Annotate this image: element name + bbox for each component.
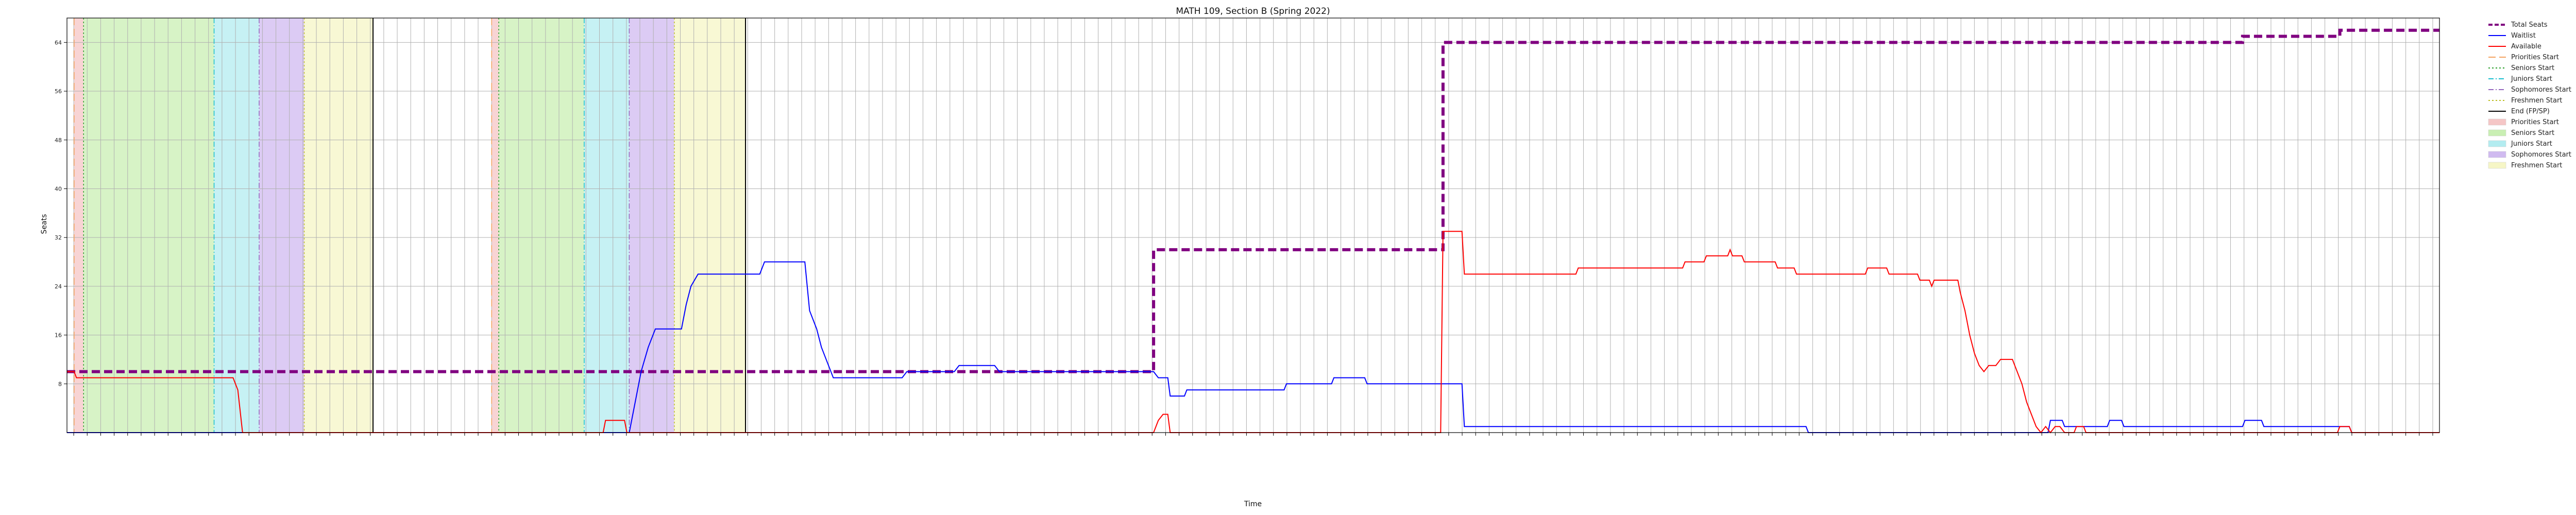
legend-swatch-13: [2488, 162, 2506, 169]
legend-label-4: Seniors Start: [2511, 64, 2554, 72]
x-axis-ticks: [73, 433, 2433, 436]
shaded-region-2-1: [584, 18, 630, 433]
chart-title: MATH 109, Section B (Spring 2022): [1176, 6, 1330, 16]
y-tick-label-4: 40: [55, 185, 62, 192]
legend-label-8: End (FP/SP): [2511, 108, 2550, 115]
shaded-region-1-1: [499, 18, 584, 433]
plot-border: [66, 18, 2440, 433]
legend-label-12: Sophomores Start: [2511, 151, 2571, 159]
y-axis-label: Seats: [40, 214, 48, 234]
series-line-waitlist: [67, 261, 2439, 433]
legend-swatch-10: [2488, 129, 2506, 136]
legend-label-10: Seniors Start: [2511, 129, 2554, 137]
y-tick-label-0: 8: [58, 381, 62, 387]
y-axis-ticks: 8 16 24 32 40 48 56 64: [55, 39, 67, 387]
legend-swatch-11: [2488, 140, 2506, 147]
legend-label-9: Priorities Start: [2511, 118, 2559, 126]
y-tick-label-7: 64: [55, 39, 62, 46]
x-axis-label: Time: [1244, 500, 1262, 508]
shaded-region-2-0: [214, 18, 260, 433]
legend-label-2: Available: [2511, 43, 2541, 50]
phase-vertical-lines: [74, 18, 747, 433]
legend-label-13: Freshmen Start: [2511, 162, 2562, 169]
plot-frame: [66, 18, 2440, 433]
data-series: [67, 28, 2439, 434]
shaded-region-0-0: [74, 18, 84, 433]
shaded-region-1-0: [83, 18, 214, 433]
shaded-region-4-1: [674, 18, 746, 433]
plot-area: [67, 18, 2439, 433]
legend-label-7: Freshmen Start: [2511, 97, 2562, 105]
legend-swatch-9: [2488, 118, 2506, 126]
phase-shaded-regions: [74, 18, 746, 433]
series-line-total-seats: [67, 28, 2439, 373]
legend-label-11: Juniors Start: [2511, 140, 2552, 148]
shaded-region-0-1: [492, 18, 499, 433]
legend-swatch-12: [2488, 151, 2506, 158]
legend-label-1: Waitlist: [2511, 32, 2536, 40]
shaded-region-4-0: [304, 18, 374, 433]
legend-label-5: Juniors Start: [2511, 75, 2552, 83]
y-tick-label-1: 16: [55, 332, 62, 339]
series-line-available: [67, 231, 2439, 434]
y-tick-label-5: 48: [55, 137, 62, 144]
y-tick-label-6: 56: [55, 88, 62, 95]
plot-background: [67, 18, 2439, 433]
shaded-region-3-0: [259, 18, 304, 433]
legend: Total Seats Waitlist Available Priorities S…: [2488, 21, 2571, 169]
y-tick-label-2: 24: [55, 283, 62, 290]
legend-label-3: Priorities Start: [2511, 54, 2559, 61]
legend-label-6: Sophomores Start: [2511, 86, 2571, 94]
y-tick-label-3: 32: [55, 234, 62, 241]
legend-label-0: Total Seats: [2511, 21, 2548, 29]
grid-lines: [67, 18, 2439, 433]
